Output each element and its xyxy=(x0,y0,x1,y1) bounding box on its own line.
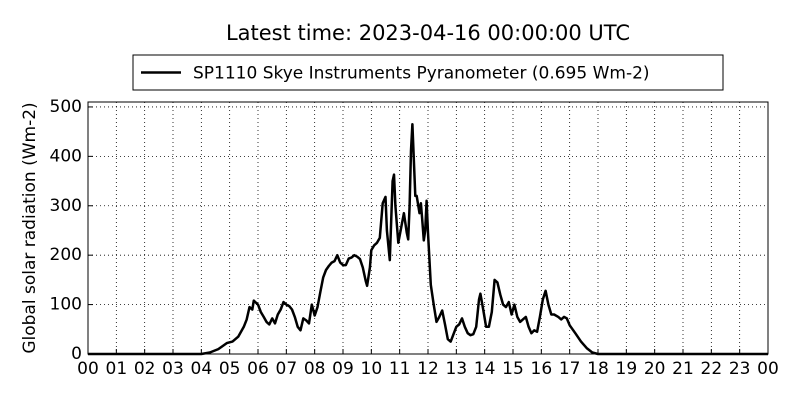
x-tick-label: 04 xyxy=(191,359,213,379)
y-tick-label: 100 xyxy=(50,295,82,315)
legend-label: SP1110 Skye Instruments Pyranometer (0.6… xyxy=(193,64,650,84)
x-tick-label: 12 xyxy=(417,359,439,379)
y-tick-label: 500 xyxy=(50,97,82,117)
y-tick-label: 300 xyxy=(50,196,82,216)
x-tick-label: 19 xyxy=(616,359,638,379)
y-tick-label: 200 xyxy=(50,245,82,265)
x-tick-label: 09 xyxy=(332,359,354,379)
x-tick-label: 01 xyxy=(106,359,128,379)
x-tick-label: 03 xyxy=(162,359,184,379)
data-line xyxy=(88,122,768,356)
legend-box xyxy=(132,54,724,91)
x-tick-label: 15 xyxy=(502,359,524,379)
y-tick-label: 400 xyxy=(50,146,82,166)
x-tick-label: 18 xyxy=(587,359,609,379)
x-tick-label: 22 xyxy=(701,359,723,379)
x-tick-label: 23 xyxy=(729,359,751,379)
x-tick-label: 08 xyxy=(304,359,326,379)
x-tick-label: 05 xyxy=(219,359,241,379)
x-tick-label: 16 xyxy=(531,359,553,379)
x-tick-label: 07 xyxy=(276,359,298,379)
x-tick-label: 00 xyxy=(77,359,99,379)
x-tick-label: 14 xyxy=(474,359,496,379)
x-tick-label: 20 xyxy=(644,359,666,379)
y-tick-label: 0 xyxy=(71,344,82,364)
x-tick-label: 17 xyxy=(559,359,581,379)
x-tick-label: 10 xyxy=(361,359,383,379)
x-tick-label: 00 xyxy=(757,359,779,379)
x-tick-label: 06 xyxy=(247,359,269,379)
y-axis-label: Global solar radiation (Wm-2) xyxy=(20,102,40,353)
plot-frame xyxy=(87,101,769,355)
chart-title: Latest time: 2023-04-16 00:00:00 UTC xyxy=(226,21,630,45)
x-tick-label: 13 xyxy=(446,359,468,379)
x-tick-label: 11 xyxy=(389,359,411,379)
x-tick-label: 02 xyxy=(134,359,156,379)
x-tick-label: 21 xyxy=(672,359,694,379)
